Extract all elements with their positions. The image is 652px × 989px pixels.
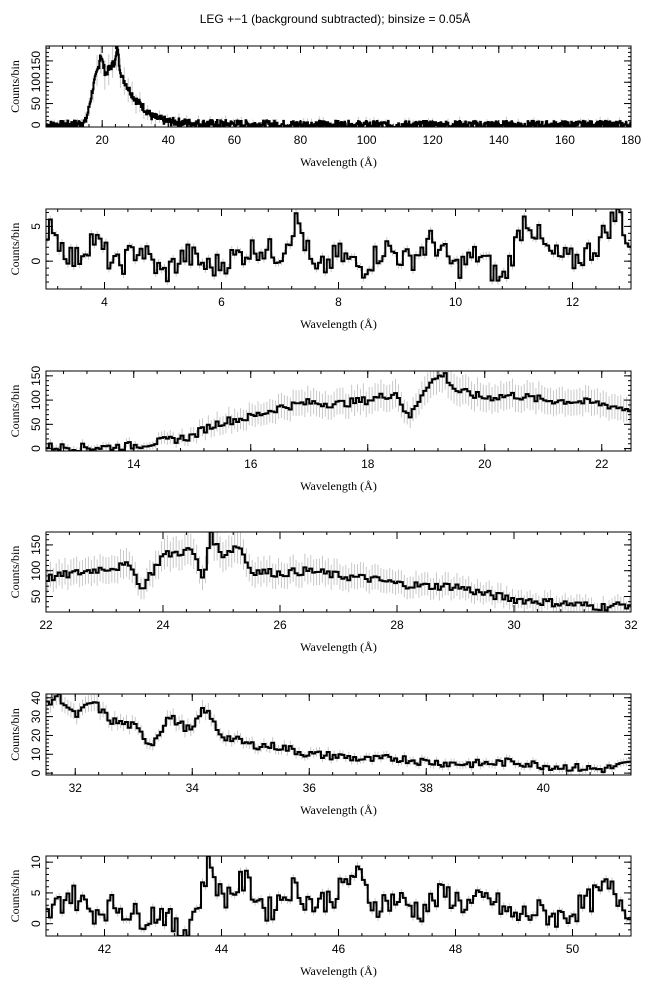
y-tick-label: 150 (29, 366, 43, 386)
x-axis-label: Wavelength (Å) (300, 964, 377, 978)
x-tick-label: 180 (621, 133, 641, 147)
x-tick-label: 48 (449, 942, 463, 956)
y-axis-label: Counts/bin (8, 223, 22, 276)
y-tick-label: 0 (29, 121, 43, 128)
x-tick-label: 28 (390, 618, 404, 632)
y-axis-label: Counts/bin (8, 60, 22, 113)
x-tick-label: 16 (244, 457, 258, 471)
x-axis-label: Wavelength (Å) (300, 479, 377, 493)
y-tick-label: 150 (29, 535, 43, 555)
x-tick-label: 32 (624, 618, 638, 632)
y-axis-label: Counts/bin (8, 870, 22, 923)
y-tick-label: 5 (29, 223, 43, 230)
x-tick-label: 42 (98, 942, 112, 956)
panel-1: 20 40 60 80 100 120 140 160 180050100150Waveleng… (8, 45, 641, 169)
spectrum-series (46, 209, 631, 283)
x-tick-label: 120 (423, 133, 443, 147)
y-tick-label: 0 (29, 445, 43, 452)
error-bars (46, 371, 631, 451)
panel-5: 32 34 36 38 40 0 10 20 30 40 Wavelength (Å) Counts/… (8, 691, 632, 817)
y-axis-label: Counts/bin (8, 708, 22, 761)
plot-frame (45, 693, 632, 776)
plot-frame (45, 531, 632, 613)
y-tick-label: 150 (29, 51, 43, 71)
y-tick-label: 5 (29, 889, 43, 896)
x-tick-label: 32 (69, 781, 83, 795)
x-tick-label: 20 (478, 457, 492, 471)
x-tick-label: 50 (566, 942, 580, 956)
y-tick-label: 50 (29, 417, 43, 431)
spectrum-series (46, 694, 631, 774)
x-tick-label: 30 (507, 618, 521, 632)
x-tick-label: 20 (96, 133, 110, 147)
y-tick-label: 100 (29, 390, 43, 410)
panel-3: 14 16 18 20 22 0 50 100 150 Wavelength (Å) Counts/… (8, 366, 632, 493)
x-tick-label: 46 (332, 942, 346, 956)
x-tick-label: 40 (537, 781, 551, 795)
x-tick-label: 8 (335, 295, 342, 309)
y-tick-label: 0 (29, 920, 43, 927)
x-tick-label: 4 (101, 295, 108, 309)
x-tick-label: 14 (127, 457, 141, 471)
spectrum-series (46, 532, 631, 612)
figure-title: LEG +−1 (background subtracted); binsize… (200, 11, 471, 26)
panel-6: 42 44 46 48 50 0 5 10 Wavelength (Å) Counts/bin (8, 855, 632, 978)
x-tick-label: 44 (215, 942, 229, 956)
x-tick-label: 36 (303, 781, 317, 795)
x-tick-label: 38 (420, 781, 434, 795)
panel-4: 22 24 26 28 30 32 50 100 150 Wavelength (Å) Counts… (8, 531, 638, 654)
y-axis-label: Counts/bin (8, 546, 22, 599)
x-tick-label: 24 (156, 618, 170, 632)
y-tick-label: 100 (29, 560, 43, 580)
y-tick-label: 10 (29, 747, 43, 761)
x-tick-label: 18 (361, 457, 375, 471)
x-tick-label: 10 (449, 295, 463, 309)
x-tick-label: 22 (595, 457, 609, 471)
spectrum-series (46, 372, 631, 451)
x-tick-label: 40 (162, 133, 176, 147)
x-tick-label: 60 (228, 133, 242, 147)
spectrum-series (46, 856, 631, 936)
y-tick-label: 100 (29, 72, 43, 92)
y-tick-label: 50 (29, 590, 43, 604)
x-tick-label: 160 (555, 133, 575, 147)
x-tick-label: 26 (273, 618, 287, 632)
error-bars (46, 46, 628, 127)
error-bars (46, 694, 631, 775)
y-tick-label: 20 (29, 728, 43, 742)
y-tick-label: 0 (29, 769, 43, 776)
y-tick-label: 10 (29, 855, 43, 869)
y-axis-label: Counts/bin (8, 385, 22, 438)
y-tick-label: 0 (29, 258, 43, 265)
x-tick-label: 140 (489, 133, 509, 147)
y-tick-label: 30 (29, 710, 43, 724)
x-tick-label: 80 (294, 133, 308, 147)
x-tick-label: 34 (186, 781, 200, 795)
x-axis-label: Wavelength (Å) (300, 640, 377, 654)
x-tick-label: 100 (357, 133, 377, 147)
x-axis-label: Wavelength (Å) (300, 317, 377, 331)
y-tick-label: 40 (29, 691, 43, 705)
plot-frame (45, 370, 632, 452)
x-axis-label: Wavelength (Å) (300, 803, 377, 817)
x-tick-label: 12 (566, 295, 580, 309)
x-axis-label: Wavelength (Å) (300, 155, 377, 169)
plot-frame (45, 45, 632, 128)
y-tick-label: 50 (29, 97, 43, 111)
x-tick-label: 6 (218, 295, 225, 309)
panel-2: 4 6 8 10 12 0 5 Wavelength (Å) Counts/bin (8, 208, 632, 331)
x-tick-label: 22 (39, 618, 53, 632)
spectrum-series (46, 46, 631, 127)
